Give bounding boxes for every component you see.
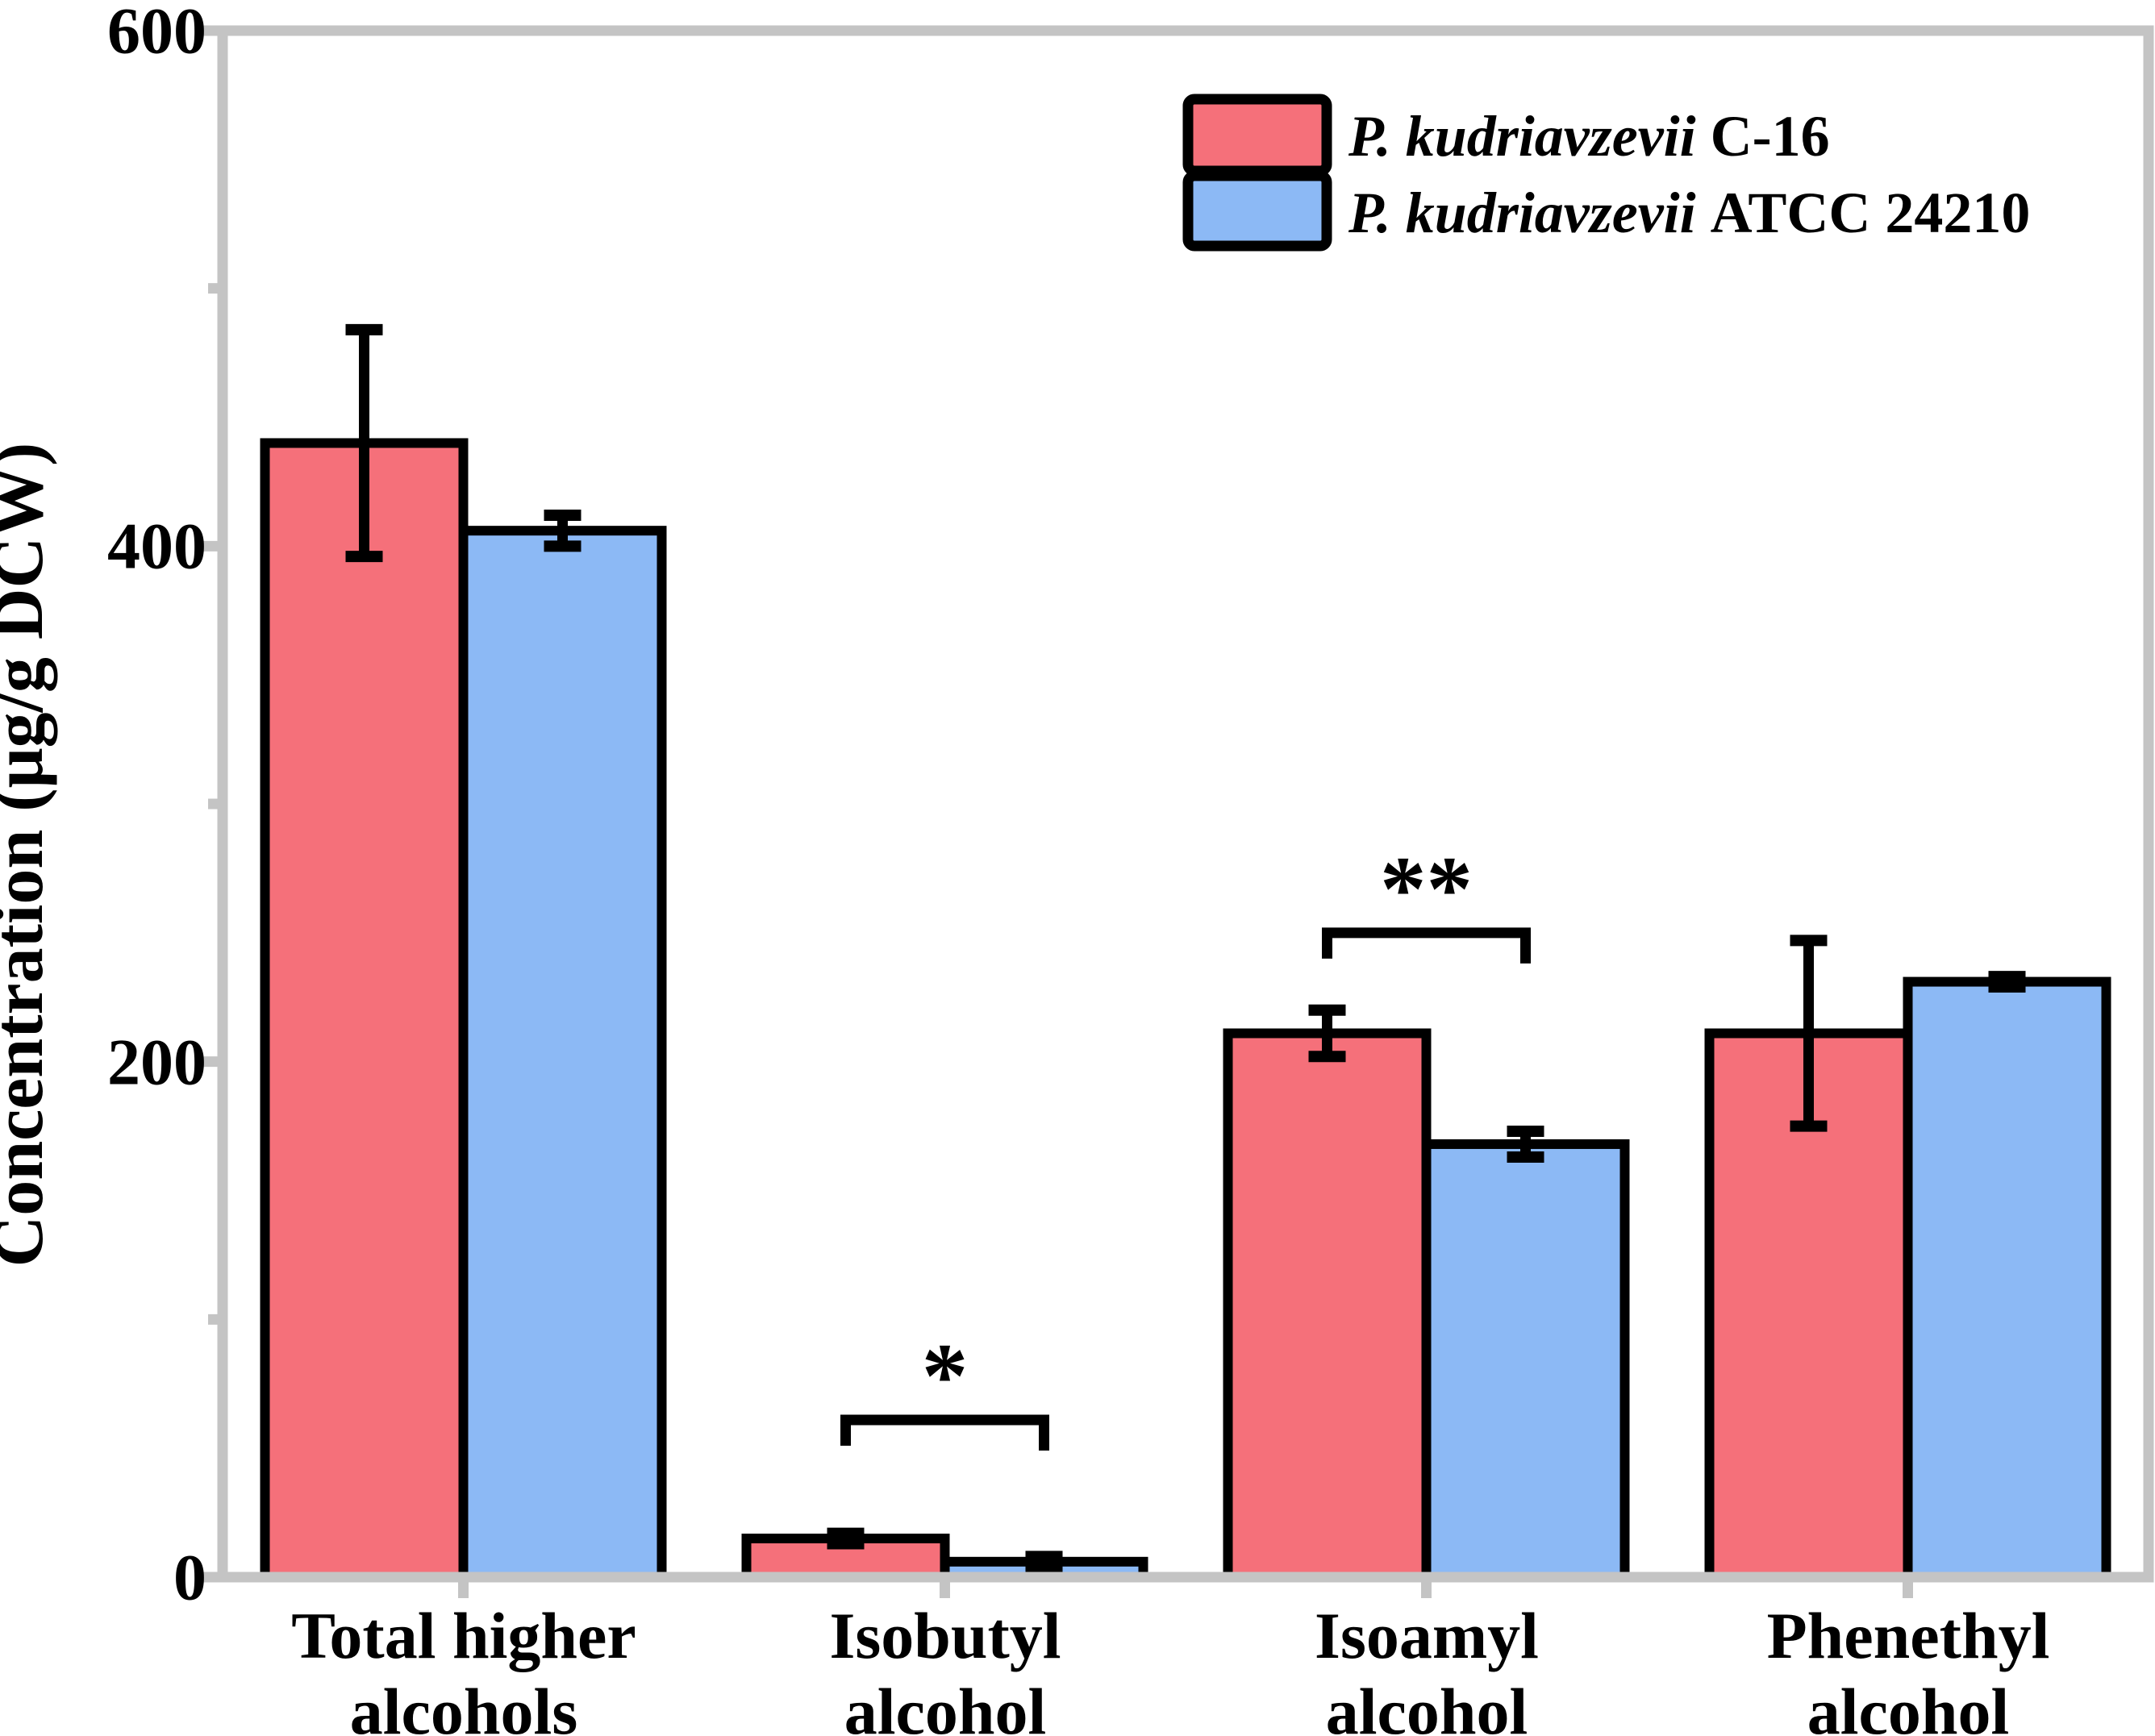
x-label-isobutyl-1: Isobutyl: [829, 1599, 1061, 1672]
axes-layer: [195, 25, 2154, 1598]
bars-layer: [260, 438, 2111, 1583]
error-bar-c16-4: [1790, 935, 1828, 1132]
bar-atcc24210-3: [1421, 1139, 1630, 1582]
x-label-total-higher-1: Total higher: [291, 1599, 636, 1672]
significance-label: **: [1380, 838, 1473, 940]
significance-bracket: [1322, 927, 1531, 964]
legend-label-series-2: P. kudriavzevii ATCC 24210: [1348, 181, 2030, 245]
significance-layer: ***: [840, 838, 1531, 1451]
bar-c16-3: [1223, 1028, 1432, 1582]
y-tick-label-0: 0: [173, 1541, 206, 1614]
error-bar-atcc24210-1: [544, 509, 581, 552]
x-label-isoamyl-1: Isoamyl: [1315, 1599, 1539, 1672]
bar-atcc24210-1: [458, 526, 667, 1582]
significance-label: *: [922, 1325, 969, 1427]
error-bar-c16-1: [345, 323, 383, 563]
error-bar-c16-2: [827, 1527, 865, 1550]
significance-bracket: [840, 1414, 1049, 1451]
legend-swatch-series-2: [1182, 170, 1332, 252]
y-tick-label-400: 400: [107, 510, 206, 583]
legend-label-series-1: P. kudriavzevii C-16: [1348, 104, 1830, 169]
y-tick-label-200: 200: [107, 1026, 206, 1099]
error-bars-layer: [345, 323, 2026, 1573]
x-label-total-higher-2: alcohols: [350, 1675, 577, 1736]
legend: P. kudriavzevii C-16 P. kudriavzevii ATCC …: [1182, 94, 2030, 252]
bar-c16-1: [260, 438, 469, 1582]
x-label-phenethyl-2: alcohol: [1807, 1675, 2010, 1736]
error-bar-atcc24210-4: [1988, 971, 2026, 993]
error-bar-atcc24210-2: [1025, 1551, 1063, 1573]
bar-atcc24210-4: [1903, 976, 2111, 1582]
y-tick-label-600: 600: [107, 0, 206, 68]
legend-swatch-series-1: [1182, 94, 1332, 177]
y-axis-title: Concentration (μg/g DCW): [0, 443, 58, 1268]
x-label-isoamyl-2: alcohol: [1326, 1675, 1528, 1736]
error-bar-c16-3: [1308, 1004, 1346, 1063]
x-label-isobutyl-2: alcohol: [844, 1675, 1047, 1736]
x-label-phenethyl-1: Phenethyl: [1767, 1599, 2050, 1672]
error-bar-atcc24210-3: [1507, 1125, 1544, 1163]
